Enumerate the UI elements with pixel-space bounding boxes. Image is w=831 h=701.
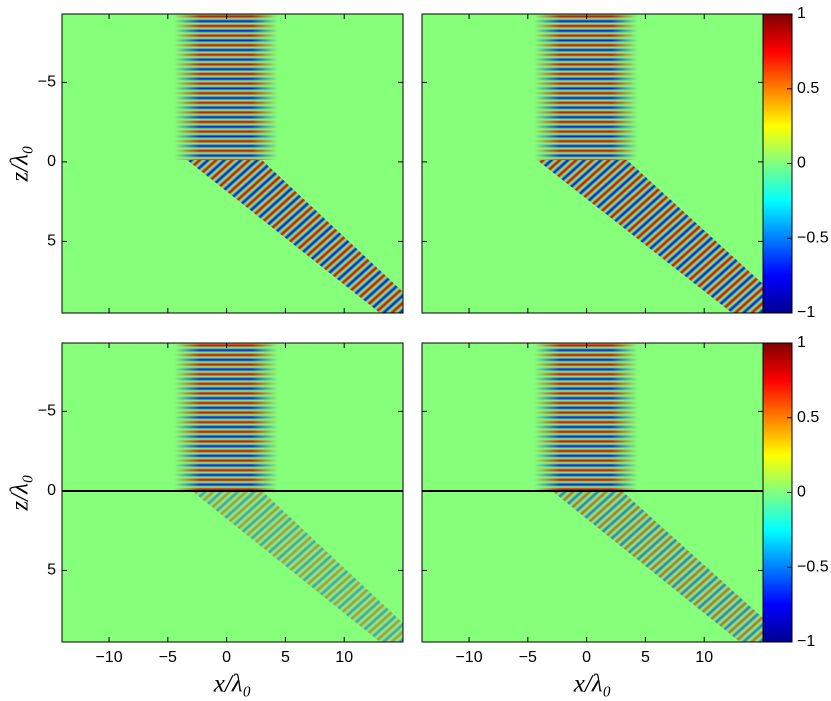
x-tick-label: 5 [641,649,650,666]
x-tick-label: 10 [695,649,713,666]
x-tick-label: 0 [582,649,591,666]
x-axis-label: x/λ₀ [213,671,252,698]
y-axis-label: z/λ₀ [7,145,34,182]
field-image [422,14,763,313]
x-tick-label: −10 [455,649,482,666]
field-image [422,343,763,642]
field-image [62,343,403,642]
colorbar-tick-label: 0.5 [797,80,819,97]
y-axis-label: z/λ₀ [7,474,34,511]
y-tick-label: 0 [47,153,56,170]
x-tick-label: 0 [222,649,231,666]
x-tick-label: −5 [519,649,537,666]
plot-frame [61,13,404,314]
colorbar-tick-label: −0.5 [797,558,829,575]
plot-frame [61,342,404,643]
colorbar-tick-label: 1 [797,334,806,351]
x-axis-label: x/λ₀ [573,671,612,698]
y-tick-label: 0 [47,482,56,499]
x-tick-label: 5 [281,649,290,666]
y-tick-label: −5 [38,403,56,420]
field-image [62,14,403,313]
x-tick-label: −5 [159,649,177,666]
colorbar-tick-label: −1 [797,304,815,321]
y-tick-label: −5 [38,74,56,91]
x-tick-label: −10 [95,649,122,666]
y-tick-label: 5 [47,562,56,579]
colorbar-tick-label: −1 [797,633,815,650]
colorbar-tick-label: 1 [797,5,806,22]
y-tick-label: 5 [47,233,56,250]
colorbar-tick-label: 0.5 [797,409,819,426]
x-tick-label: 10 [335,649,353,666]
colorbar-tick-label: 0 [797,155,806,172]
colorbar-tick-label: −0.5 [797,229,829,246]
colorbar-tick-label: 0 [797,484,806,501]
